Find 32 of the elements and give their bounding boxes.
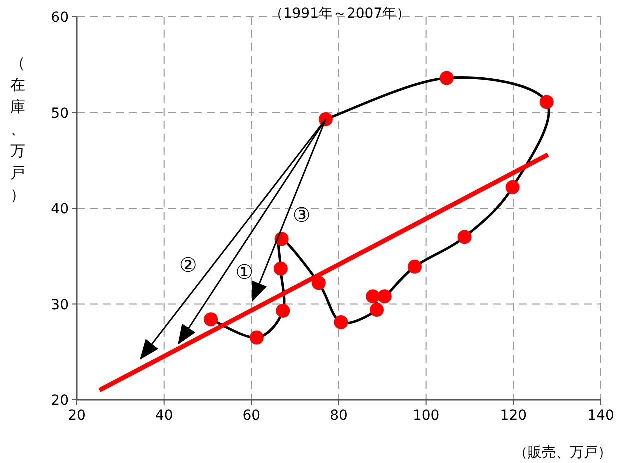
- y-tick-label: 30: [51, 297, 69, 314]
- y-tick-label: 40: [51, 202, 69, 218]
- x-tick-label: 20: [68, 408, 86, 424]
- annotation: ③: [292, 203, 311, 228]
- annotation: ①: [236, 260, 254, 284]
- point: [458, 230, 472, 244]
- point: [312, 276, 326, 290]
- x-tick-label: 80: [330, 408, 348, 424]
- chart-title: （1991年～2007年）: [269, 6, 411, 22]
- point: [378, 290, 392, 304]
- point: [366, 290, 380, 304]
- x-axis-title: （販売、万戸）: [514, 445, 612, 461]
- point: [276, 304, 290, 318]
- point: [250, 330, 264, 345]
- x-tick-label: 100: [412, 408, 440, 424]
- point: [506, 180, 520, 194]
- annotation: ②: [179, 252, 198, 277]
- x-tick-label: 140: [588, 408, 614, 424]
- y-axis-title: （在庫、万戸）: [10, 54, 26, 204]
- x-tick-label: 40: [155, 408, 174, 424]
- point: [440, 71, 454, 86]
- point: [204, 312, 218, 327]
- point: [370, 302, 384, 317]
- point: [274, 262, 288, 276]
- x-tick-label: 120: [500, 408, 528, 424]
- point: [540, 95, 554, 110]
- y-tick-label: 20: [51, 393, 69, 409]
- y-tick-label: 60: [51, 10, 69, 26]
- point: [408, 260, 422, 274]
- y-tick-label: 50: [51, 106, 69, 122]
- point: [334, 315, 348, 330]
- x-tick-label: 60: [242, 408, 261, 424]
